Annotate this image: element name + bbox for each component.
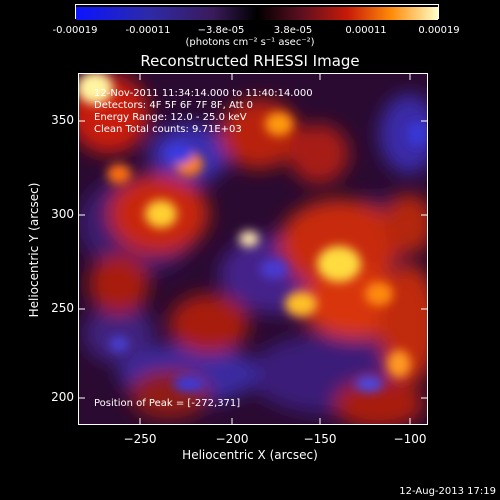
y-axis-label: Heliocentric Y (arcsec) — [27, 182, 41, 318]
colorbar-tick: -0.00011 — [125, 25, 171, 36]
colorbar-tick: −3.8e-05 — [197, 25, 245, 36]
x-axis-label: Heliocentric X (arcsec) — [182, 448, 318, 462]
colorbar-tick: 3.8e-05 — [273, 25, 313, 36]
y-tick: 250 — [51, 301, 74, 315]
peak-position: Position of Peak = [-272,371] — [94, 398, 241, 409]
rhessi-image — [78, 73, 428, 425]
rhessi-heatmap — [79, 74, 427, 424]
x-tick: −200 — [215, 432, 249, 446]
x-tick: −150 — [303, 432, 337, 446]
y-tick: 300 — [51, 207, 74, 221]
info-time: 12-Nov-2011 11:34:14.000 to 11:40:14.000 — [94, 88, 313, 99]
colorbar-units: (photons cm⁻² s⁻¹ asec⁻²) — [185, 37, 315, 48]
y-tick: 200 — [51, 390, 74, 404]
x-tick: −250 — [123, 432, 157, 446]
plot-title: Reconstructed RHESSI Image — [140, 52, 360, 70]
colorbar — [75, 4, 439, 20]
colorbar-tick: 0.00019 — [418, 25, 460, 36]
colorbar-tick: -0.00019 — [52, 25, 98, 36]
info-energy: Energy Range: 12.0 - 25.0 keV — [94, 112, 247, 123]
y-tick: 350 — [51, 113, 74, 127]
colorbar-gradient — [76, 7, 438, 20]
info-clean: Clean Total counts: 9.71E+03 — [94, 124, 242, 135]
x-tick: −100 — [393, 432, 427, 446]
date-stamp: 12-Aug-2013 17:19 — [399, 486, 496, 497]
info-detectors: Detectors: 4F 5F 6F 7F 8F, Att 0 — [94, 100, 254, 111]
colorbar-tick: 0.00011 — [345, 25, 387, 36]
